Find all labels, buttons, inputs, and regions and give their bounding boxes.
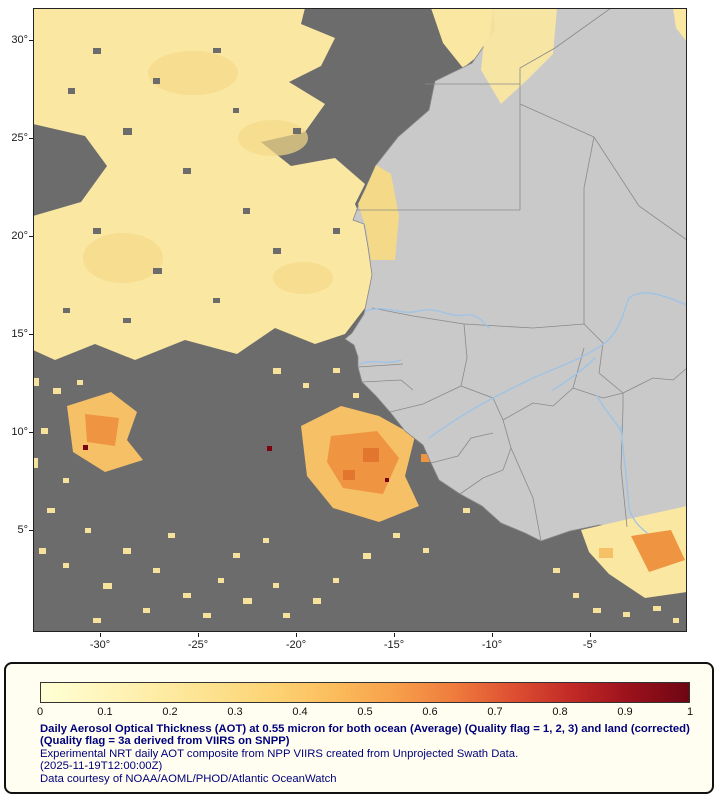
legend-panel: 0 0.1 0.2 0.3 0.4 0.5 0.6 0.7 0.8 0.9 1 Daily Aero… [4,662,714,794]
country-borders [356,7,688,542]
volta-river [620,425,648,534]
plot-frame [33,8,687,632]
lat-tick-mark [29,138,33,139]
lon-tick-mark [492,633,493,637]
lat-tick-mark [29,432,33,433]
colorbar-tick-label: 0.9 [617,706,633,718]
legend-credit: Data courtesy of NOAA/AOML/PHOD/Atlantic… [40,772,337,785]
lon-tick-label: -25° [187,639,209,651]
colorbar-tick-label: 0.5 [357,706,373,718]
lat-tick-label: 5° [17,524,28,536]
lat-tick-mark [29,236,33,237]
aot-corner-patch [673,8,687,42]
gambia-river [359,359,402,365]
colorbar-tick-label: 0.8 [552,706,568,718]
legend-subtitle: Experimental NRT daily AOT composite fro… [40,747,519,760]
aot-morocco-nearshore [431,8,493,68]
aot-land-layer [358,8,687,598]
land-west-africa [344,7,688,542]
lon-tick-label: -15° [383,639,405,651]
black-volta-river [596,395,622,433]
colorbar-tick-label: 1 [686,706,694,718]
aot-ocean-layer [33,8,493,360]
lat-tick-label: 10° [11,426,28,438]
aot-texture [83,233,163,283]
missing-data-speckles [63,48,340,323]
aot-ghana-orange [631,530,685,572]
lon-tick-label: -30° [89,639,111,651]
lon-tick-mark [100,633,101,637]
aot-orange-cluster-central [267,406,431,522]
senegal-river [365,308,490,329]
lat-tick-label: 25° [11,132,28,144]
lon-tick-mark [394,633,395,637]
lat-tick-label: 20° [11,230,28,242]
aot-extreme-pixel [83,445,88,450]
colorbar-tick-label: 0.1 [97,706,113,718]
colorbar-tick-label: 0 [36,706,44,718]
aot-orange-cluster-west [67,392,143,472]
lat-tick-mark [29,530,33,531]
aot-gulf-of-guinea [581,506,687,598]
colorbar [40,682,690,703]
lon-tick-label: -10° [481,639,503,651]
bani-river [552,357,596,391]
map-canvas [33,7,688,632]
missing-data-notch [33,124,107,216]
aot-texture [148,51,238,95]
colorbar-tick-label: 0.6 [422,706,438,718]
aot-extreme-pixel [385,478,389,482]
axis-layer: 30° 25° 20° 15° 10° 5° -30° -25° -20° -15° -10° -5° [11,34,598,651]
lon-tick-mark [590,633,591,637]
colorbar-tick-label: 0.3 [227,706,243,718]
lon-tick-label: -5° [582,639,598,651]
aot-extreme-pixel [267,446,272,451]
lon-tick-label: -20° [285,639,307,651]
aot-morocco-land [481,8,557,104]
map-figure [33,7,688,632]
lon-tick-mark [198,633,199,637]
niger-river [428,292,688,439]
colorbar-tick-label: 0.7 [487,706,503,718]
lat-tick-mark [29,334,33,335]
lat-tick-label: 15° [11,328,28,340]
lon-tick-mark [296,633,297,637]
colorbar-tick-label: 0.4 [292,706,308,718]
legend-timestamp: (2025-11-19T12:00:00Z) [40,760,163,773]
rivers [359,292,688,534]
aot-mauritania-coast [358,165,399,260]
legend-title: Daily Aerosol Optical Thickness (AOT) at… [40,723,690,748]
colorbar-tick-label: 0.2 [162,706,178,718]
lat-tick-label: 30° [11,34,28,46]
aot-texture [273,262,333,294]
legend-caption: Daily Aerosol Optical Thickness (AOT) at… [40,723,696,785]
colorbar-ticks: 0 0.1 0.2 0.3 0.4 0.5 0.6 0.7 0.8 0.9 1 [36,706,694,720]
lat-tick-mark [29,40,33,41]
aot-texture [238,120,308,156]
